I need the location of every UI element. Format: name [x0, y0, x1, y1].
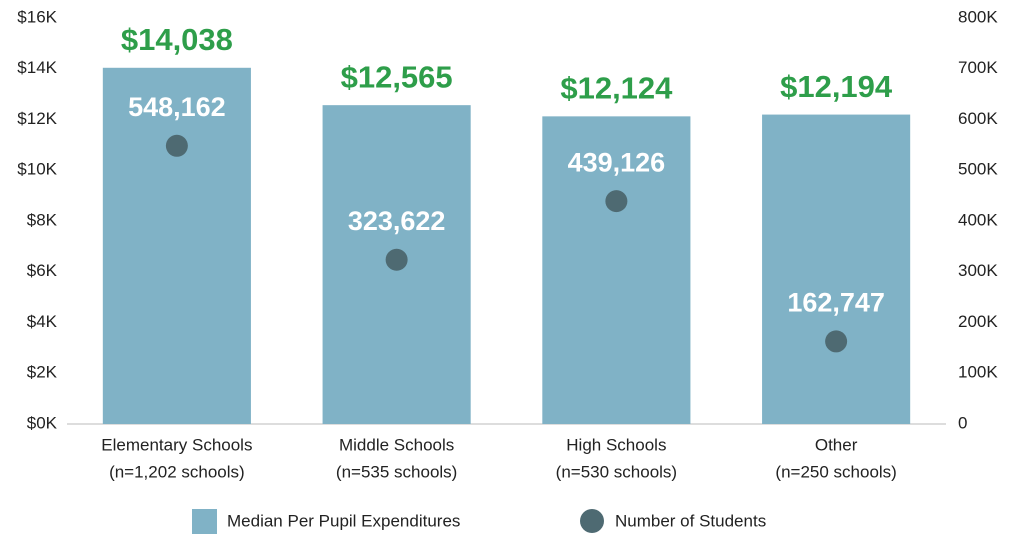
point-value-label: 439,126	[568, 147, 666, 177]
bar-value-label: $12,124	[560, 71, 673, 106]
x-tick-label: High Schools	[566, 435, 666, 454]
legend-label: Number of Students	[615, 511, 766, 530]
x-tick-label: (n=535 schools)	[336, 462, 457, 481]
point-value-label: 323,622	[348, 206, 446, 236]
legend-label: Median Per Pupil Expenditures	[227, 511, 460, 530]
y2-tick-label: 800K	[958, 7, 998, 26]
y2-tick-label: 0	[958, 413, 967, 432]
y2-tick-label: 600K	[958, 109, 998, 128]
y2-tick-label: 200K	[958, 312, 998, 331]
point-value-label: 548,162	[128, 92, 226, 122]
y-tick-label: $0K	[27, 413, 58, 432]
point	[605, 190, 628, 213]
y2-tick-label: 700K	[958, 58, 998, 77]
bar-value-label: $14,038	[121, 22, 233, 57]
bar-value-label: $12,565	[341, 59, 453, 94]
y-tick-label: $2K	[27, 363, 58, 382]
y2-tick-label: 300K	[958, 261, 998, 280]
y-tick-label: $6K	[27, 261, 58, 280]
bar-value-label: $12,194	[780, 69, 893, 104]
x-tick-label: (n=1,202 schools)	[109, 462, 245, 481]
point	[825, 330, 848, 353]
bar	[762, 114, 911, 425]
y2-tick-label: 100K	[958, 363, 998, 382]
y-tick-label: $10K	[17, 160, 57, 179]
legend-swatch	[580, 509, 604, 533]
x-tick-label: Elementary Schools	[101, 435, 252, 454]
y-tick-label: $14K	[17, 58, 57, 77]
bar	[542, 116, 691, 424]
x-tick-label: (n=250 schools)	[775, 462, 896, 481]
point-value-label: 162,747	[787, 288, 885, 318]
x-tick-label: (n=530 schools)	[556, 462, 677, 481]
y-tick-label: $4K	[27, 312, 58, 331]
bar	[102, 67, 251, 424]
y-tick-label: $16K	[17, 7, 57, 26]
y-tick-label: $8K	[27, 210, 58, 229]
x-tick-label: Middle Schools	[339, 435, 454, 454]
y-tick-label: $12K	[17, 109, 57, 128]
y2-tick-label: 400K	[958, 210, 998, 229]
x-tick-label: Other	[815, 435, 858, 454]
y2-tick-label: 500K	[958, 160, 998, 179]
legend-swatch	[192, 509, 217, 534]
point	[165, 134, 188, 157]
point	[385, 248, 408, 271]
